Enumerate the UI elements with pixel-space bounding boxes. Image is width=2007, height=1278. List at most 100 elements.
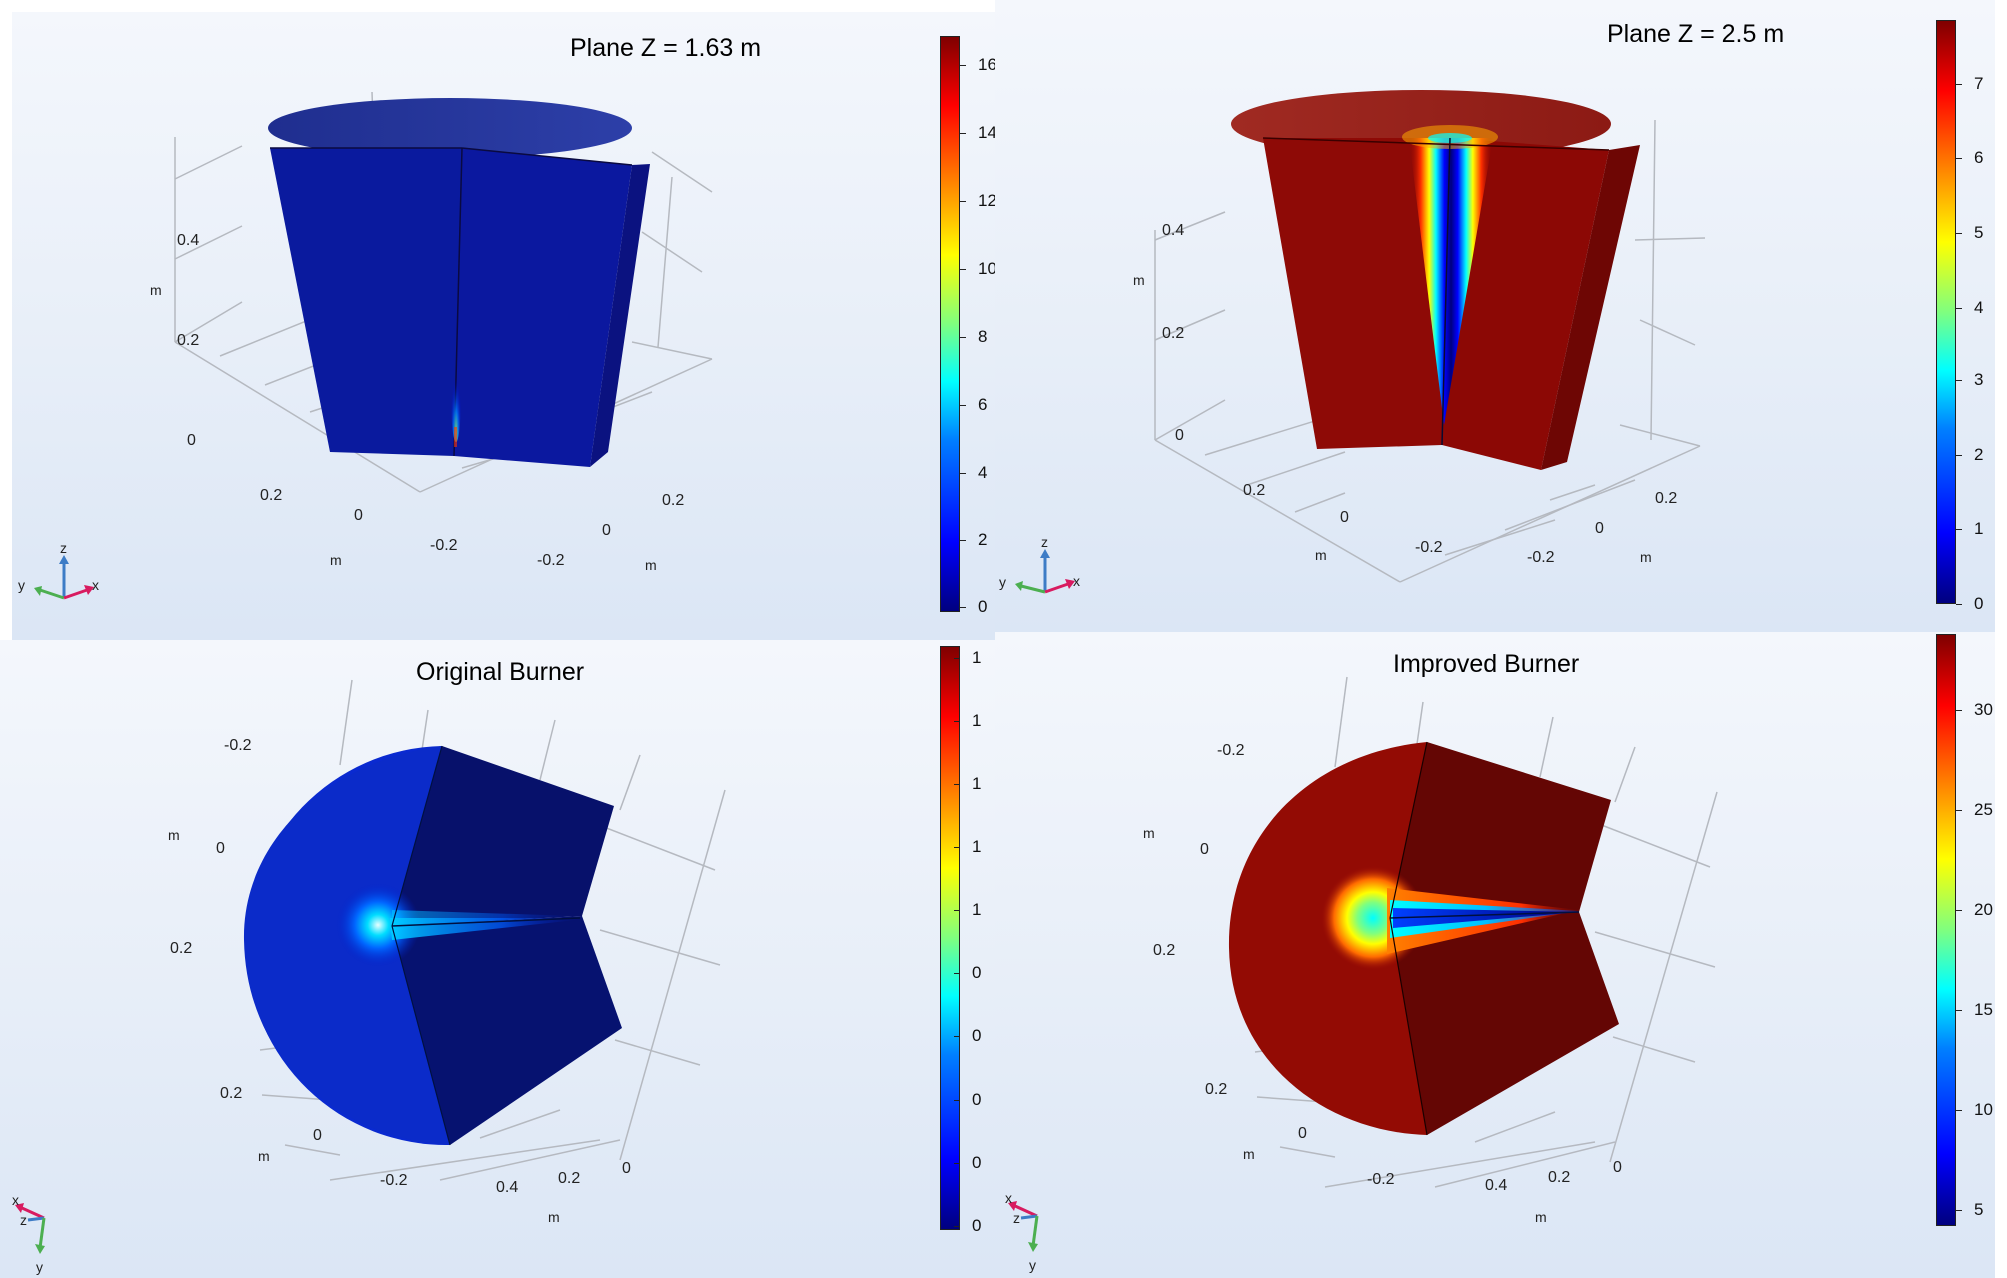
axis-triad: x z y [12, 1192, 46, 1275]
z-unit: m [1133, 272, 1145, 288]
colorbar-tick: 1 [953, 648, 982, 667]
z-tick-0: 0 [1175, 427, 1184, 444]
burner-body [1228, 741, 1619, 1136]
colorbar-tick: 1 [953, 900, 982, 919]
panel-title: Original Burner [416, 658, 585, 686]
colorbar-tick: 0 [959, 597, 988, 616]
bottom-tick-0-2-a: 0.2 [220, 1085, 242, 1102]
triad-z: z [1041, 534, 1048, 550]
bottom-tick-0-a: 0 [1298, 1125, 1307, 1142]
z-unit: m [150, 282, 162, 298]
triad-x: x [92, 577, 99, 593]
axis-triad: z y x [18, 540, 99, 600]
bottom-tick-0-2-b: 0.2 [1548, 1169, 1570, 1186]
cylinder-sector [268, 98, 650, 467]
colorbar [1936, 20, 1956, 604]
colorbar-tick: 4 [959, 463, 988, 482]
left-tick-0: 0 [1200, 841, 1209, 858]
plot-3d-burner-view: -0.2 0 0.2 m 0.2 0 -0.2 0.4 0.2 0 m m x … [12, 679, 726, 1275]
plot-3d-cylinder-sector: 0.4 0.2 0 m 0.2 0 -0.2 m -0.2 0 0.2 m z … [999, 90, 1706, 594]
colorbar-tick: 25 [1956, 800, 1993, 819]
y-tick-neg-0-2: -0.2 [1415, 539, 1443, 556]
colorbar-tick: 30 [1956, 700, 1993, 719]
colorbar-tick: 5 [1955, 223, 1984, 242]
axis-grid [1254, 676, 1718, 1188]
triad-x: x [1073, 573, 1080, 589]
left-unit: m [1143, 825, 1155, 841]
colorbar-tick: 10 [1956, 1100, 1993, 1119]
left-tick-neg-0-2: -0.2 [224, 737, 252, 754]
colorbar-tick: 2 [959, 530, 988, 549]
bottom-tick-0-2-a: 0.2 [1205, 1081, 1227, 1098]
axis-triad: x z y [1005, 1190, 1039, 1273]
left-tick-0-2: 0.2 [170, 940, 192, 957]
plot-3d-burner-view: -0.2 0 0.2 m 0.2 0 -0.2 0.4 0.2 0 m m x … [1005, 676, 1718, 1273]
panel-title: Improved Burner [1393, 650, 1580, 678]
bottom-unit-1: m [258, 1148, 270, 1164]
bottom-tick-0-4: 0.4 [496, 1179, 518, 1196]
left-tick-neg-0-2: -0.2 [1217, 742, 1245, 759]
z-tick-0-4: 0.4 [1162, 222, 1184, 239]
triad-y: y [999, 574, 1006, 590]
panel-plane-z-2-5: 0.4 0.2 0 m 0.2 0 -0.2 m -0.2 0 0.2 m z … [995, 0, 1995, 632]
colorbar-tick: 0 [953, 1090, 982, 1109]
colorbar-tick: 8 [959, 327, 988, 346]
z-tick-0-2: 0.2 [177, 332, 199, 349]
x-tick-0: 0 [602, 522, 611, 539]
x-tick-0: 0 [1595, 520, 1604, 537]
triad-z: z [60, 540, 67, 556]
colorbar-tick: 16 [960, 55, 997, 74]
bottom-tick-neg-0-2: -0.2 [380, 1172, 408, 1189]
panel-plane-z-1-63: 0.4 0.2 0 m 0.2 0 -0.2 m -0.2 0 0.2 m z … [12, 12, 1000, 640]
panel-title: Plane Z = 1.63 m [570, 34, 762, 62]
bottom-tick-neg-0-2: -0.2 [1367, 1171, 1395, 1188]
colorbar-tick: 10 [960, 259, 997, 278]
colorbar-tick: 3 [1955, 370, 1984, 389]
panel-original-burner: -0.2 0 0.2 m 0.2 0 -0.2 0.4 0.2 0 m m x … [0, 640, 1000, 1278]
panel-improved-burner: -0.2 0 0.2 m 0.2 0 -0.2 0.4 0.2 0 m m x … [995, 632, 1995, 1278]
left-unit: m [168, 827, 180, 843]
y-tick-0-2: 0.2 [260, 487, 282, 504]
cylinder-sector [1231, 90, 1640, 470]
colorbar-tick: 0 [953, 1216, 982, 1235]
colorbar-tick: 1 [953, 774, 982, 793]
x-tick-0-2: 0.2 [1655, 490, 1677, 507]
bottom-tick-0-b: 0 [1613, 1159, 1622, 1176]
y-tick-0: 0 [1340, 509, 1349, 526]
colorbar [940, 646, 960, 1230]
panel-title: Plane Z = 2.5 m [1607, 20, 1785, 48]
colorbar-tick: 6 [1955, 148, 1984, 167]
colorbar-tick: 0 [953, 963, 982, 982]
colorbar-tick: 0 [953, 1026, 982, 1045]
colorbar-tick: 7 [1955, 74, 1984, 93]
bottom-tick-0-2-b: 0.2 [558, 1170, 580, 1187]
colorbar-tick: 1 [953, 711, 982, 730]
burner-body [243, 745, 622, 1146]
y-tick-neg-0-2: -0.2 [430, 537, 458, 554]
triad-y: y [1029, 1257, 1036, 1273]
triad-z: z [20, 1212, 27, 1228]
colorbar [1936, 634, 1956, 1226]
bottom-tick-0-4: 0.4 [1485, 1177, 1507, 1194]
bottom-unit-1: m [1243, 1146, 1255, 1162]
triad-x: x [1005, 1190, 1012, 1206]
axis-triad: z y x [999, 534, 1080, 594]
triad-y: y [18, 577, 25, 593]
colorbar-tick: 2 [1955, 445, 1984, 464]
bottom-unit-2: m [1535, 1209, 1547, 1225]
bottom-unit-2: m [548, 1209, 560, 1225]
z-tick-0-2: 0.2 [1162, 325, 1184, 342]
bottom-tick-0-a: 0 [313, 1127, 322, 1144]
bottom-tick-0-b: 0 [622, 1160, 631, 1177]
triad-z: z [1013, 1210, 1020, 1226]
y-unit: m [1315, 547, 1327, 563]
colorbar [940, 36, 960, 612]
colorbar-tick: 15 [1956, 1000, 1993, 1019]
y-unit: m [330, 552, 342, 568]
left-tick-0-2: 0.2 [1153, 942, 1175, 959]
x-tick-0-2: 0.2 [662, 492, 684, 509]
triad-y: y [36, 1259, 43, 1275]
colorbar-tick: 0 [1955, 594, 1984, 613]
colorbar-tick: 20 [1956, 900, 1993, 919]
colorbar-tick: 14 [960, 123, 997, 142]
